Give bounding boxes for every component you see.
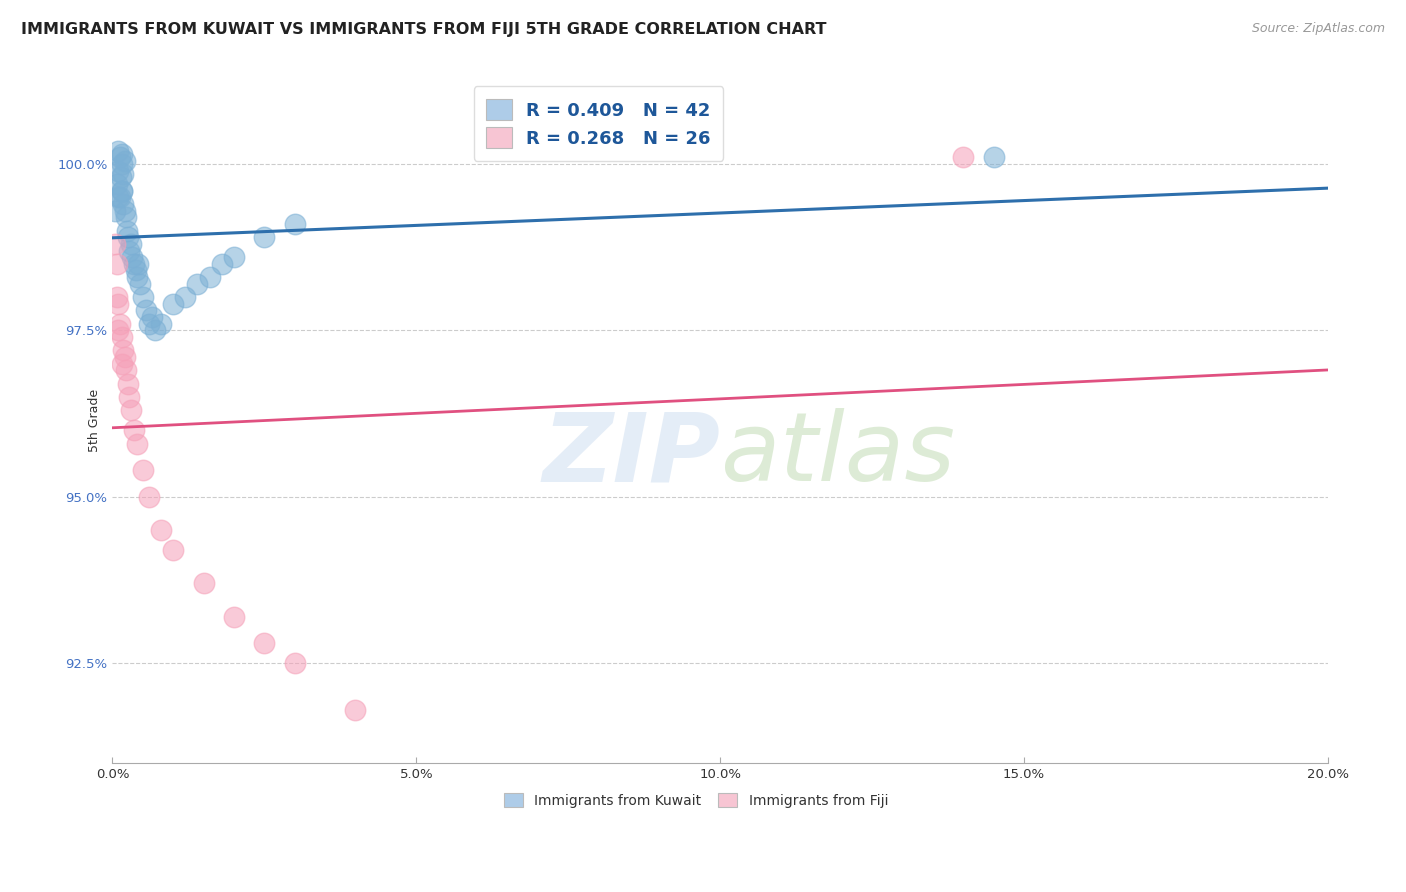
- Point: [114, 211, 136, 225]
- Point: [121, 250, 143, 264]
- Point: [114, 203, 136, 218]
- Point: [127, 257, 149, 271]
- Point: [110, 157, 132, 171]
- Point: [108, 150, 131, 164]
- Point: [952, 150, 974, 164]
- Point: [114, 363, 136, 377]
- Point: [108, 190, 131, 204]
- Point: [132, 463, 155, 477]
- Point: [104, 203, 127, 218]
- Point: [107, 190, 129, 204]
- Point: [107, 163, 129, 178]
- Point: [253, 636, 276, 650]
- Point: [117, 230, 139, 244]
- Point: [114, 153, 136, 168]
- Point: [105, 257, 128, 271]
- Point: [105, 177, 128, 191]
- Point: [222, 250, 245, 264]
- Point: [138, 317, 160, 331]
- Point: [344, 703, 367, 717]
- Point: [104, 236, 127, 251]
- Point: [122, 257, 145, 271]
- Point: [107, 144, 129, 158]
- Point: [143, 323, 166, 337]
- Point: [128, 277, 150, 291]
- Point: [186, 277, 208, 291]
- Point: [284, 217, 307, 231]
- Point: [118, 244, 141, 258]
- Point: [174, 290, 197, 304]
- Text: atlas: atlas: [720, 408, 955, 501]
- Point: [114, 350, 136, 364]
- Point: [135, 303, 157, 318]
- Point: [112, 167, 135, 181]
- Y-axis label: 5th Grade: 5th Grade: [89, 389, 101, 452]
- Legend: Immigrants from Kuwait, Immigrants from Fiji: Immigrants from Kuwait, Immigrants from …: [496, 786, 896, 814]
- Point: [222, 609, 245, 624]
- Point: [198, 270, 221, 285]
- Point: [110, 357, 132, 371]
- Point: [120, 236, 142, 251]
- Point: [150, 523, 173, 537]
- Text: ZIP: ZIP: [543, 408, 720, 501]
- Point: [107, 297, 129, 311]
- Point: [162, 543, 184, 558]
- Point: [125, 436, 148, 450]
- Point: [110, 170, 132, 185]
- Point: [110, 330, 132, 344]
- Point: [211, 257, 233, 271]
- Point: [193, 576, 215, 591]
- Point: [110, 184, 132, 198]
- Point: [150, 317, 173, 331]
- Point: [120, 403, 142, 417]
- Point: [983, 150, 1005, 164]
- Point: [141, 310, 163, 324]
- Point: [117, 376, 139, 391]
- Point: [284, 657, 307, 671]
- Point: [115, 223, 138, 237]
- Point: [138, 490, 160, 504]
- Point: [118, 390, 141, 404]
- Point: [110, 147, 132, 161]
- Text: Source: ZipAtlas.com: Source: ZipAtlas.com: [1251, 22, 1385, 36]
- Point: [112, 343, 135, 358]
- Point: [112, 197, 135, 211]
- Point: [122, 423, 145, 437]
- Point: [108, 317, 131, 331]
- Point: [105, 290, 128, 304]
- Point: [125, 270, 148, 285]
- Point: [253, 230, 276, 244]
- Point: [162, 297, 184, 311]
- Text: IMMIGRANTS FROM KUWAIT VS IMMIGRANTS FROM FIJI 5TH GRADE CORRELATION CHART: IMMIGRANTS FROM KUWAIT VS IMMIGRANTS FRO…: [21, 22, 827, 37]
- Point: [111, 184, 134, 198]
- Point: [107, 323, 129, 337]
- Point: [132, 290, 155, 304]
- Point: [124, 263, 146, 277]
